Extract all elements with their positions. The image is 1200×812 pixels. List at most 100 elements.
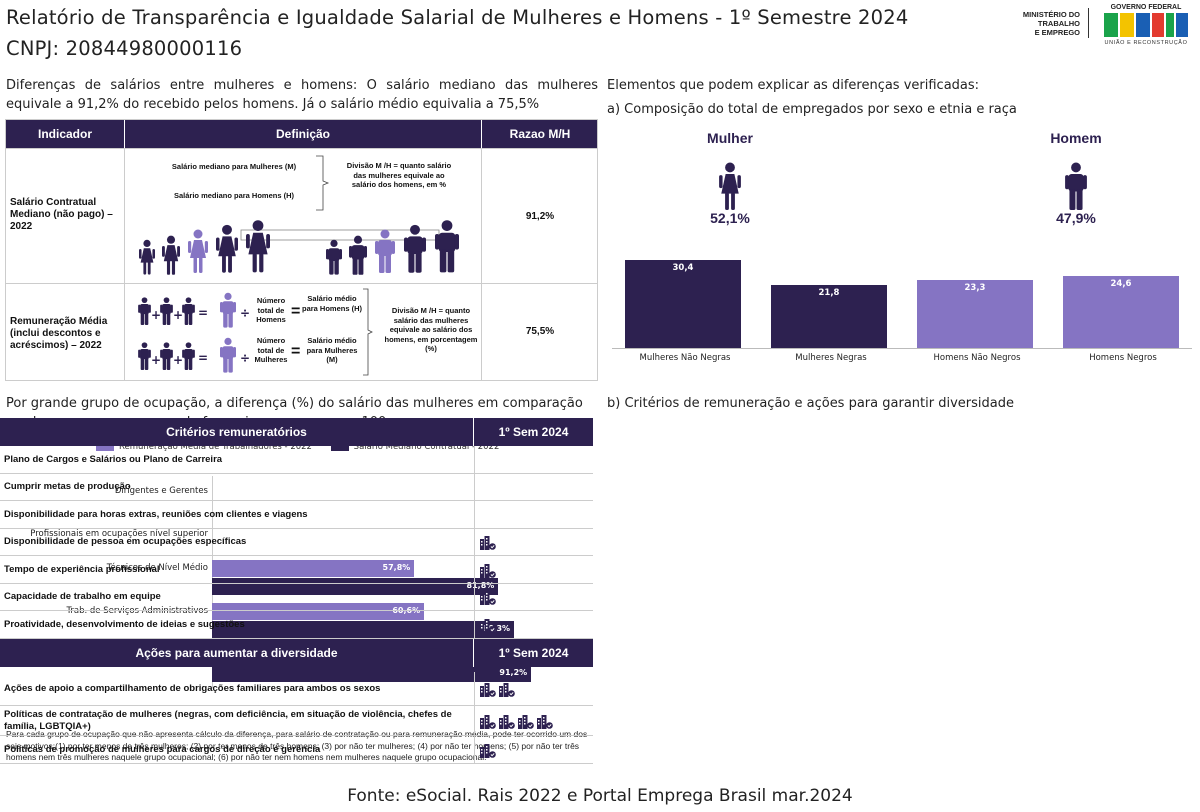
criteria-header-label: Critérios remuneratórios [0, 418, 474, 446]
woman-icon [719, 162, 741, 210]
header-indicador: Indicador [6, 120, 125, 148]
criteria-row: Políticas de contratação de mulheres (ne… [0, 706, 593, 736]
criteria-row: Ações de apoio a compartilhamento de obr… [0, 672, 593, 706]
criteria-row: Disponibilidade para horas extras, reuni… [0, 501, 593, 529]
indicator-row-median: Salário Contratual Mediano (não pago) – … [6, 148, 597, 283]
criteria-row-label: Políticas de promoção de mulheres para c… [4, 744, 321, 755]
indicator-median-label: Salário Contratual Mediano (não pago) – … [10, 197, 113, 232]
composition-axis [612, 348, 1192, 349]
gov-brasil-logo: GOVERNO FEDERAL UNIÃO E RECONSTRUÇÃO [1096, 3, 1196, 49]
ministry-line: MINISTÉRIO DO [1022, 10, 1080, 19]
composition-title: Elementos que podem explicar as diferenç… [607, 78, 980, 93]
criteria-title: b) Critérios de remuneração e ações para… [607, 396, 1014, 411]
criteria-row-label: Cumprir metas de produção [4, 481, 131, 493]
composition-bar: 24,6 [1063, 276, 1179, 348]
criteria-row-cell [474, 583, 593, 610]
indicator-average-label: Remuneração Média (inclui descontos e ac… [10, 316, 108, 351]
ministry-line: TRABALHO [1037, 19, 1080, 28]
criteria-row: Disponibilidade de pessoa em ocupações e… [0, 528, 593, 556]
total-women-label: Número total de Mulheres [254, 336, 288, 364]
indicators-table-header: Indicador Definição Razao M/H [6, 120, 597, 148]
company-check-icon [480, 591, 496, 606]
criteria-row: Tempo de experiência profissional [0, 556, 593, 584]
brace-icon [363, 288, 373, 376]
header-definicao: Definição [125, 120, 482, 148]
report-cnpj: CNPJ: 20844980000116 [6, 37, 243, 60]
composition-bar-value: 30,4 [672, 262, 694, 273]
composition-category: Mulheres Não Negras [639, 353, 731, 363]
brace-icon [316, 155, 330, 211]
criteria-header-label: Ações para aumentar a diversidade [0, 639, 474, 667]
report-title-line1: Relatório de Transparência e Igualdade S… [6, 6, 909, 29]
criteria-row: Cumprir metas de produção [0, 473, 593, 501]
def-men-median: Salário mediano para Homens (H) [173, 191, 295, 200]
occupation-bar-value: 86,3% [482, 624, 511, 633]
men-label: Homem [1050, 130, 1102, 146]
criteria-row-label: Proatividade, desenvolvimento de ideias … [4, 618, 245, 630]
criteria-row: Políticas de promoção de mulheres para c… [0, 736, 593, 764]
criteria-row-cell [474, 501, 593, 528]
avg-men-label: Salário médio para Homens (H) [302, 294, 363, 313]
occupation-bar: 91,2% [212, 665, 532, 682]
women-label: Mulher [707, 130, 753, 146]
composition-subtitle: a) Composição do total de empregados por… [607, 102, 1017, 117]
occupation-category: Profissionais em ocupações nível superio… [30, 529, 208, 539]
composition-category: Homens Não Negros [933, 353, 1021, 363]
company-check-icon [537, 715, 553, 729]
criteria-header-period: 1º Sem 2024 [498, 646, 569, 660]
criteria-row-label: Capacidade de trabalho em equipe [4, 591, 161, 603]
criteria-row-label: Ações de apoio a compartilhamento de obr… [4, 683, 381, 694]
criteria-row-label: Políticas de contratação de mulheres (ne… [4, 709, 452, 732]
occupation-bar-value: 91,2% [499, 668, 528, 677]
occupation-bar-value: 81,8% [466, 581, 495, 590]
company-check-icon [499, 715, 515, 729]
company-check-icon [480, 683, 496, 697]
men-percent: 47,9% [1056, 210, 1096, 226]
criteria-row-cell [474, 446, 593, 473]
criteria-row-label: Disponibilidade de pessoa em ocupações e… [4, 536, 247, 548]
gov-logo-bottom: UNIÃO E RECONSTRUÇÃO [1104, 40, 1188, 46]
occupation-category: Trab. de Serviços Administrativos [66, 606, 208, 616]
composition-bar-value: 24,6 [1110, 279, 1132, 290]
criteria-row-cell [474, 528, 593, 555]
composition-bar-value: 21,8 [818, 287, 840, 298]
company-check-icon [480, 744, 496, 758]
composition-chart: 30,4 Mulheres Não Negras 21,8 Mulheres Negr… [612, 252, 1192, 372]
criteria-table-header: Critérios remuneratórios 1º Sem 2024 [0, 418, 593, 446]
indicators-table: Indicador Definição Razao M/H Salário Co… [5, 119, 598, 381]
criteria-row-cell [474, 556, 593, 583]
svg-text:+: + [151, 308, 161, 322]
criteria-row-cell [474, 706, 593, 735]
occupation-category: Técnicos de Nível Médio [106, 563, 208, 573]
criteria-row-cell [474, 672, 593, 705]
criteria-row-cell [474, 736, 593, 763]
occupation-bar: 86,3% [212, 621, 515, 638]
source-note: Fonte: eSocial. Rais 2022 e Portal Empre… [347, 786, 853, 806]
brasil-logo-graphic [1096, 13, 1196, 37]
svg-text:=: = [198, 306, 208, 320]
svg-text:÷: ÷ [240, 306, 250, 320]
occupation-bar: 57,8% [212, 560, 415, 577]
criteria-row-cell [474, 611, 593, 638]
report-title: Relatório de Transparência e Igualdade S… [6, 2, 908, 64]
criteria-row: Capacidade de trabalho em equipe [0, 583, 593, 611]
composition-bar: 30,4 [625, 259, 741, 348]
equals-icon: = [291, 343, 301, 360]
criteria-row-label: Tempo de experiência profissional [4, 563, 160, 575]
sum-division-icons: + + + + = = ÷ ÷ [138, 292, 250, 373]
svg-text:+: + [151, 353, 161, 367]
composition-bar: 23,3 [917, 280, 1033, 348]
total-men-label: Número total de Homens [256, 296, 286, 324]
gov-logo-top: GOVERNO FEDERAL [1110, 4, 1182, 11]
ratio-average: 75,5% [525, 326, 555, 337]
company-check-icon [480, 618, 496, 633]
women-percent: 52,1% [710, 210, 750, 226]
legend-item-remuneracao: Remuneração Média de Trabalhadores - 202… [96, 442, 312, 452]
company-check-icon [518, 715, 534, 729]
occupation-bar: 81,8% [212, 578, 499, 595]
composition-bar: 21,8 [771, 284, 887, 348]
people-icon-group [139, 220, 459, 275]
logo-divider [1088, 8, 1089, 38]
occupation-category: Dirigentes e Gerentes [114, 486, 208, 496]
company-check-icon [480, 715, 496, 729]
